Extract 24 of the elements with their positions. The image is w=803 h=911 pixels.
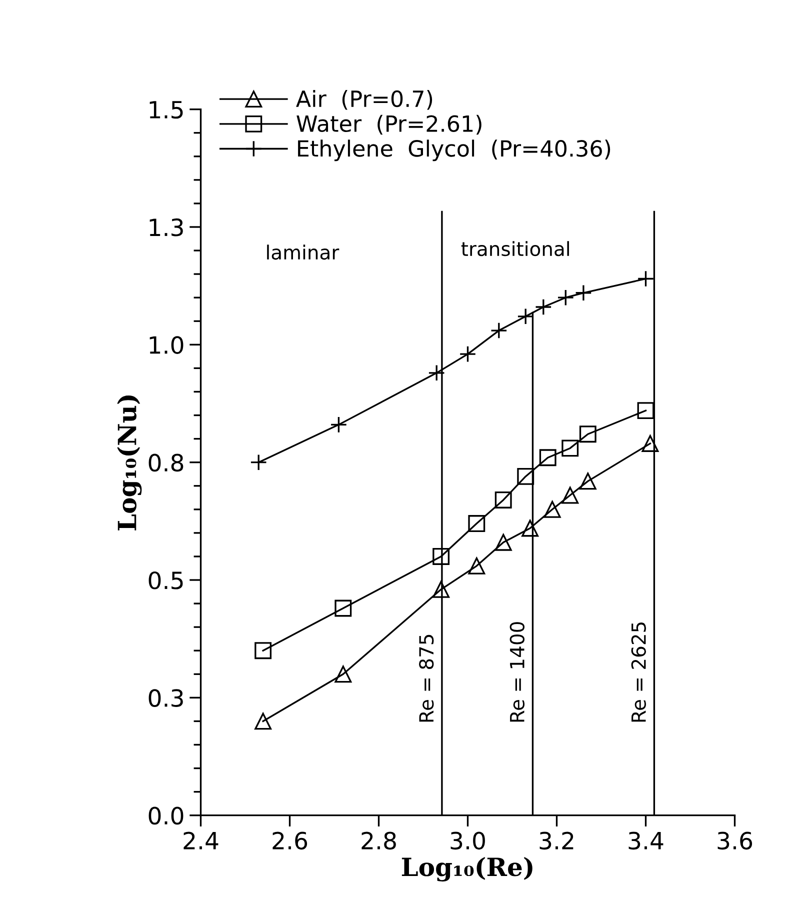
annotation: Re = 2625 [631,622,646,722]
legend-label: Ethylene Glycol (Pr=40.36) [298,140,610,162]
annotation: Re = 1400 [510,622,524,722]
y-tick-label: 1.5 [150,101,183,119]
y-tick-label: 0.3 [148,689,183,707]
y-tick-label: 1.3 [150,218,183,236]
annotation: transitional [461,241,569,256]
y-tick-label: 0.0 [148,806,184,825]
annotation: laminar [267,244,340,260]
x-tick-label: 3.0 [450,832,485,850]
legend-label: Water (Pr=2.61) [296,114,482,135]
x-tick-label: 3.2 [540,832,574,850]
y-tick-label: 1.0 [150,336,184,354]
x-axis-title: Log₁₀(Re) [402,856,532,882]
x-tick-label: 2.4 [184,832,218,850]
annotation: Re = 875 [419,634,434,722]
x-tick-label: 3.6 [718,832,752,850]
x-tick-label: 2.6 [272,832,308,850]
legend-label: Air (Pr=0.7) [296,90,432,110]
y-axis-title: Log₁₀(Nu) [117,396,142,530]
x-tick-label: 2.8 [362,832,396,850]
y-tick-label: 0.5 [148,571,183,590]
y-tick-label: 0.8 [148,454,184,472]
x-tick-label: 3.4 [628,832,664,850]
